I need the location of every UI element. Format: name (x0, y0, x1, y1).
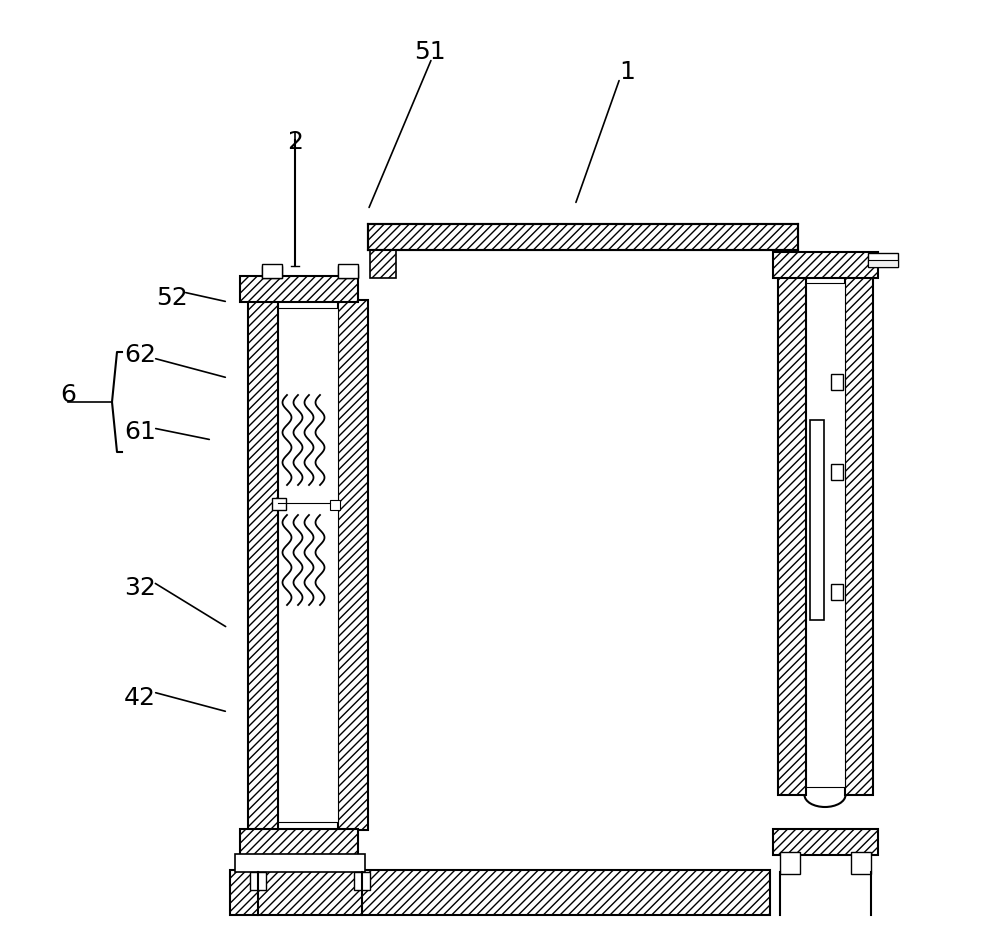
Bar (773, 252, 878, 278)
Bar (262, 266, 282, 278)
Bar (240, 829, 358, 855)
Bar (868, 253, 898, 267)
Bar (330, 500, 340, 510)
Bar (810, 420, 824, 620)
Bar (370, 250, 396, 278)
Bar (831, 374, 843, 390)
Bar (368, 224, 798, 250)
Bar (248, 300, 278, 830)
Bar (338, 264, 358, 278)
Bar (354, 872, 370, 890)
Bar (338, 300, 368, 830)
Text: 52: 52 (156, 286, 188, 310)
Bar (240, 276, 358, 302)
Bar (262, 264, 282, 278)
Bar (851, 852, 871, 874)
Text: 6: 6 (60, 383, 76, 407)
Bar (831, 584, 843, 600)
Bar (831, 464, 843, 480)
Bar (806, 283, 845, 787)
Bar (338, 266, 358, 278)
Bar (778, 275, 806, 795)
Bar (250, 872, 266, 890)
Bar (235, 854, 365, 872)
Bar (868, 260, 898, 267)
Text: 1: 1 (619, 60, 635, 84)
Bar (845, 275, 873, 795)
Bar (272, 498, 286, 510)
Bar (773, 829, 878, 855)
Text: 51: 51 (414, 40, 446, 64)
Bar (780, 852, 800, 874)
Bar (230, 870, 770, 915)
Bar (278, 308, 338, 822)
Text: 32: 32 (124, 576, 156, 600)
Text: 2: 2 (287, 130, 303, 154)
Text: 62: 62 (124, 343, 156, 367)
Text: 61: 61 (124, 420, 156, 444)
Text: 42: 42 (124, 686, 156, 710)
